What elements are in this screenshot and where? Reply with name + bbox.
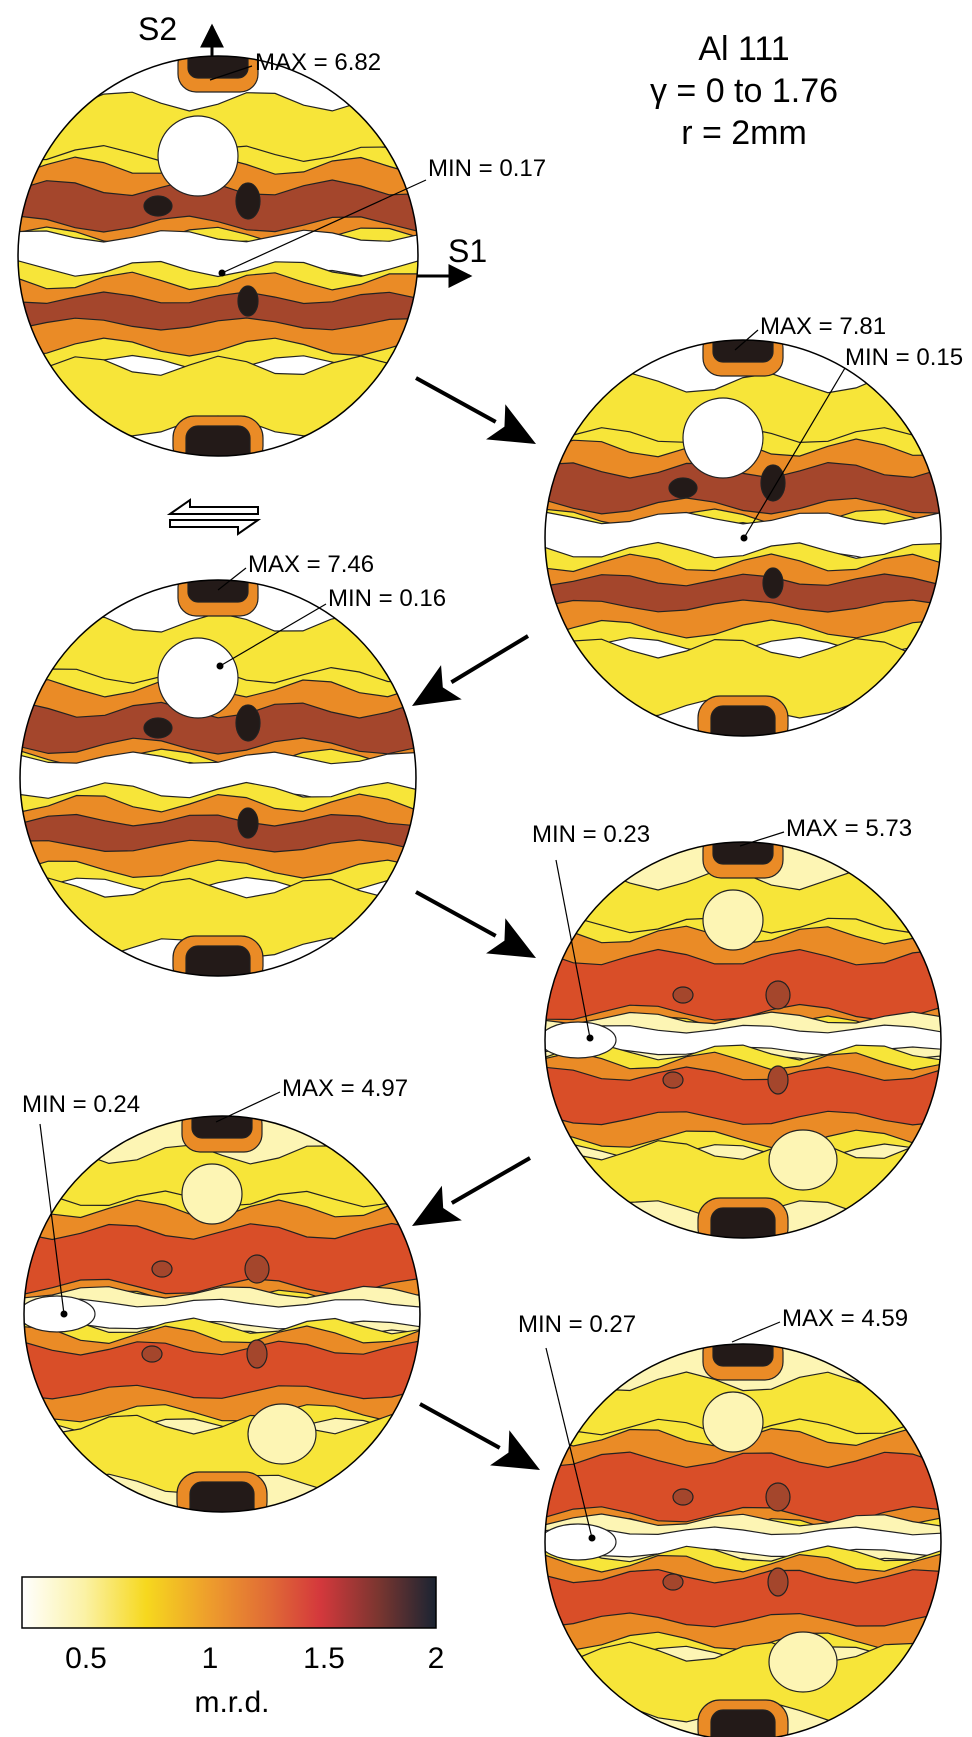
min-leader-line — [221, 179, 427, 274]
max-value-label: MAX = 4.97 — [282, 1075, 408, 1102]
max-leader-line — [215, 1091, 281, 1123]
min-leader-line — [219, 603, 327, 667]
min-value-label: MIN = 0.15 — [845, 344, 963, 371]
min-leader-line — [545, 1347, 593, 1539]
title-line-radius: r = 2mm — [681, 114, 807, 152]
min-point-marker — [60, 1310, 68, 1318]
pole-figure: MAX = 6.82 MIN = 0.17 — [17, 49, 546, 457]
min-value-label: MIN = 0.23 — [532, 821, 650, 848]
pole-figure: MAX = 4.97 MIN = 0.24 — [22, 1075, 421, 1513]
double-arrow-shear-icon — [166, 498, 262, 536]
colorbar: 0.5 1 1.5 2 m.r.d. — [21, 1576, 445, 1719]
pole-figure: MAX = 7.46 MIN = 0.16 — [19, 551, 446, 977]
min-point-marker — [740, 534, 748, 542]
min-leader-line — [39, 1123, 65, 1315]
title-line-material: Al 111 — [698, 30, 789, 68]
max-leader-line — [217, 567, 247, 591]
flow-arrow-icon — [415, 890, 536, 958]
max-value-label: MAX = 6.82 — [255, 49, 381, 76]
colorbar-tick-label: 1.5 — [303, 1642, 345, 1675]
min-value-label: MIN = 0.24 — [22, 1091, 140, 1118]
colorbar-gradient — [21, 1576, 437, 1629]
min-point-marker — [218, 269, 226, 277]
max-value-label: MAX = 5.73 — [786, 815, 912, 842]
flow-arrow-icon — [415, 376, 536, 444]
max-value-label: MAX = 4.59 — [782, 1305, 908, 1332]
flow-arrow-icon — [419, 1402, 540, 1470]
max-value-label: MAX = 7.81 — [760, 313, 886, 340]
colorbar-unit-label: m.r.d. — [194, 1686, 269, 1719]
max-leader-line — [734, 329, 759, 351]
min-value-label: MIN = 0.16 — [328, 585, 446, 612]
max-leader-line — [739, 831, 785, 847]
s1-label: S1 — [448, 233, 487, 269]
min-leader-line — [743, 367, 846, 539]
title-line-strain: γ = 0 to 1.76 — [650, 72, 838, 110]
figure-title: Al 111 γ = 0 to 1.76 r = 2mm — [650, 30, 838, 152]
min-value-label: MIN = 0.27 — [518, 1311, 636, 1338]
colorbar-tick-label: 0.5 — [65, 1642, 107, 1675]
max-leader-line — [209, 65, 253, 81]
sample-axes: S2 S1 — [138, 11, 487, 288]
flow-arrow-icon — [412, 634, 530, 706]
s2-label: S2 — [138, 11, 177, 47]
colorbar-tick-label: 1 — [202, 1642, 219, 1675]
min-point-marker — [588, 1534, 596, 1542]
min-leader-line — [555, 859, 591, 1039]
pole-figure: MAX = 7.81 MIN = 0.15 — [544, 313, 963, 737]
pole-figures: MAX = 6.82 MIN = 0.17 MAX = 7.81 MIN = 0.15… — [17, 49, 963, 1737]
min-value-label: MIN = 0.17 — [428, 155, 546, 182]
sequence-arrows — [412, 376, 540, 1470]
colorbar-tick-label: 2 — [428, 1642, 445, 1675]
max-leader-line — [731, 1321, 781, 1343]
max-value-label: MAX = 7.46 — [248, 551, 374, 578]
min-point-marker — [586, 1034, 594, 1042]
pole-figure: MAX = 4.59 MIN = 0.27 — [518, 1305, 942, 1737]
min-point-marker — [216, 662, 224, 670]
flow-arrow-icon — [412, 1156, 531, 1226]
pole-figure: MAX = 5.73 MIN = 0.23 — [532, 815, 942, 1239]
